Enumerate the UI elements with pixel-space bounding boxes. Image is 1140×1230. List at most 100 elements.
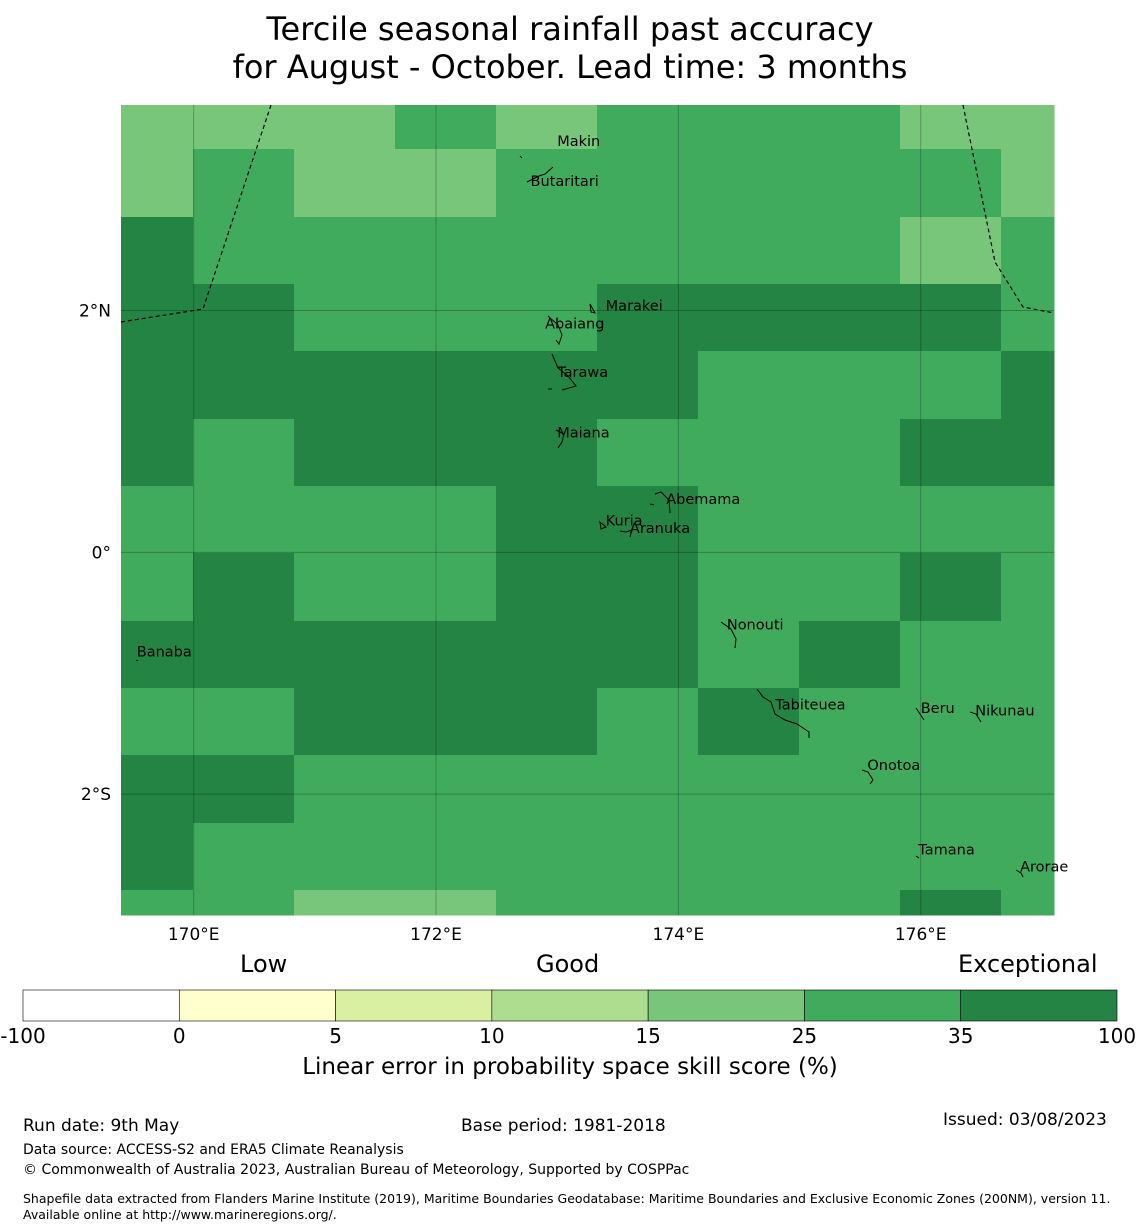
island-abaiang — [547, 315, 563, 346]
skill-cell — [900, 105, 1002, 150]
map-title: Tercile seasonal rainfall past accuracy … — [0, 10, 1140, 86]
colorbar-segment — [960, 989, 1118, 1022]
place-label-makin: Makin — [557, 134, 600, 150]
skill-cell — [1001, 284, 1055, 352]
colorbar-category-exceptional: Exceptional — [958, 950, 1098, 978]
colorbar-tick-label: 0 — [172, 1024, 186, 1048]
skill-cell — [1001, 755, 1055, 824]
place-label-arorae: Arorae — [1020, 859, 1068, 875]
place-label-beru: Beru — [921, 701, 955, 717]
place-label-kuria: Kuria — [606, 514, 643, 530]
skill-cell — [121, 621, 194, 689]
colorbar-segment — [804, 989, 962, 1022]
colorbar-segment — [178, 989, 336, 1022]
place-label-aranuka: Aranuka — [630, 521, 690, 537]
skill-cell — [900, 351, 1002, 420]
skill-cell — [900, 688, 1002, 756]
place-label-onotoa: Onotoa — [867, 758, 920, 774]
skill-cell — [294, 284, 396, 352]
colorbar-category-low: Low — [240, 950, 288, 978]
skill-cell — [597, 284, 699, 352]
place-label-nikunau: Nikunau — [975, 704, 1034, 720]
place-label-abemama: Abemama — [666, 492, 740, 508]
skill-cell — [121, 284, 194, 352]
skill-cell — [900, 890, 1002, 916]
skill-cell — [799, 621, 901, 689]
colorbar-segment — [22, 989, 180, 1022]
skill-cell — [193, 105, 295, 150]
colorbar-tick-label: 100 — [1097, 1024, 1137, 1048]
skill-cell — [698, 351, 800, 420]
skill-cell — [698, 419, 800, 487]
skill-cell — [900, 553, 1002, 622]
eez-boundary-east — [962, 104, 1055, 314]
skill-cell — [193, 351, 295, 420]
place-label-tarawa: Tarawa — [556, 365, 608, 381]
copyright: © Commonwealth of Australia 2023, Austra… — [23, 1162, 690, 1178]
skill-cell — [799, 351, 901, 420]
skill-cell — [1001, 823, 1055, 891]
skill-cell — [597, 823, 699, 891]
skill-cell — [597, 351, 699, 420]
x-tick-label: 170°E — [168, 925, 220, 945]
skill-cell — [121, 688, 194, 756]
data-source: Data source: ACCESS-S2 and ERA5 Climate … — [23, 1142, 404, 1158]
graticule — [121, 105, 1054, 915]
colorbar-tick-label: 10 — [479, 1024, 505, 1048]
skill-cell — [121, 105, 194, 150]
place-label-abaiang: Abaiang — [545, 317, 604, 333]
skill-cell — [395, 486, 497, 554]
skill-cell — [1001, 553, 1055, 622]
skill-cell — [597, 621, 699, 689]
skill-cell — [294, 553, 396, 622]
skill-cell — [395, 621, 497, 689]
skill-cell — [395, 284, 497, 352]
place-label-nonouti: Nonouti — [727, 618, 784, 634]
skill-cell — [395, 419, 497, 487]
place-label-tabiteuea: Tabiteuea — [774, 697, 845, 713]
skill-cell — [121, 823, 194, 891]
skill-cell — [597, 419, 699, 487]
skill-cell — [496, 284, 598, 352]
skill-cell — [294, 149, 396, 218]
skill-cell — [496, 553, 598, 622]
skill-cell — [698, 688, 800, 756]
colorbar-tick-label: -100 — [0, 1024, 46, 1048]
title-line-1: Tercile seasonal rainfall past accuracy — [266, 10, 874, 48]
eez-boundaries — [120, 104, 1055, 323]
skill-cell — [1001, 149, 1055, 218]
skill-cell — [193, 621, 295, 689]
skill-cell — [193, 149, 295, 218]
skill-cell — [799, 486, 901, 554]
base-period: Base period: 1981-2018 — [461, 1116, 666, 1136]
axis-ticks: 170°E 172°E 174°E 176°E 2°N 0° 2°S — [79, 302, 947, 945]
skill-cell — [395, 553, 497, 622]
place-label-marakei: Marakei — [606, 299, 663, 315]
skill-cell — [395, 351, 497, 420]
skill-cell — [799, 553, 901, 622]
skill-cell — [1001, 217, 1055, 285]
skill-cell — [294, 621, 396, 689]
skill-cell — [496, 621, 598, 689]
skill-cell — [496, 419, 598, 487]
skill-cell — [698, 890, 800, 916]
skill-cell — [294, 486, 396, 554]
skill-cell — [698, 823, 800, 891]
issued-date: Issued: 03/08/2023 — [943, 1110, 1107, 1130]
skill-cell — [1001, 688, 1055, 756]
skill-cell — [294, 823, 396, 891]
skill-cell — [294, 217, 396, 285]
skill-cell — [496, 486, 598, 554]
y-tick-label: 2°N — [79, 302, 111, 322]
skill-cell — [121, 890, 194, 916]
island-maiana — [555, 429, 565, 449]
skill-cell — [395, 890, 497, 916]
skill-cell — [597, 553, 699, 622]
skill-cell — [698, 486, 800, 554]
skill-cell — [799, 755, 901, 824]
island-abemama — [649, 491, 671, 514]
island-kuria — [599, 520, 607, 530]
island-tamana — [915, 855, 920, 859]
run-date: Run date: 9th May — [23, 1116, 180, 1136]
skill-cell — [900, 284, 1002, 352]
